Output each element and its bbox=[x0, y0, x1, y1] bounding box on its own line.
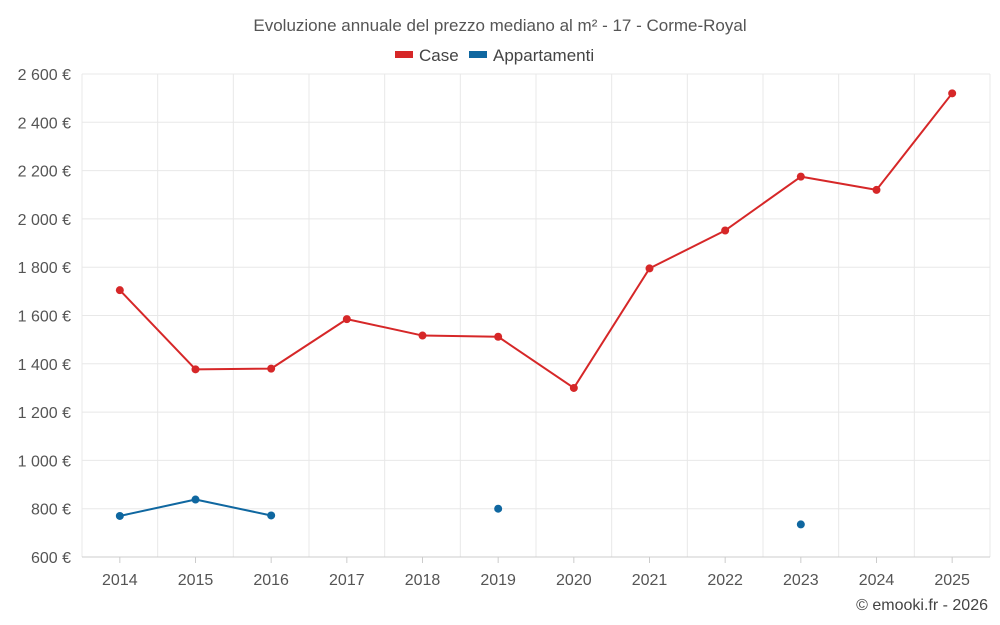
x-tick-label: 2025 bbox=[934, 572, 970, 589]
y-axis-tick-labels: 600 € 800 € 1 000 € 1 200 € 1 400 € 1 600 € 1 … bbox=[18, 67, 71, 567]
legend: Case Appartamenti bbox=[395, 46, 594, 65]
series-appartamenti bbox=[115, 495, 805, 529]
data-point-appartamenti-2015[interactable] bbox=[191, 495, 200, 504]
x-tick-label: 2017 bbox=[329, 572, 365, 589]
y-tick-label: 1 400 € bbox=[18, 357, 71, 374]
data-point-appartamenti-2019[interactable] bbox=[494, 504, 503, 513]
x-tick-label: 2014 bbox=[102, 572, 138, 589]
y-tick-label: 1 200 € bbox=[18, 405, 71, 422]
y-tick-label: 2 400 € bbox=[18, 115, 71, 132]
x-tick-label: 2022 bbox=[707, 572, 743, 589]
x-tick-label: 2018 bbox=[405, 572, 441, 589]
legend-swatch-case bbox=[395, 51, 413, 58]
x-tick-label: 2023 bbox=[783, 572, 819, 589]
legend-label-case[interactable]: Case bbox=[419, 46, 459, 65]
series-case bbox=[115, 89, 957, 392]
data-point-case-2018[interactable] bbox=[418, 331, 427, 340]
y-tick-label: 2 200 € bbox=[18, 164, 71, 181]
data-point-case-2019[interactable] bbox=[494, 332, 503, 341]
y-tick-label: 1 800 € bbox=[18, 260, 71, 277]
x-tick-label: 2019 bbox=[480, 572, 516, 589]
y-tick-label: 800 € bbox=[31, 502, 71, 519]
data-point-case-2016[interactable] bbox=[267, 364, 276, 373]
y-tick-label: 1 000 € bbox=[18, 453, 71, 470]
x-axis-tick-labels: 2014 2015 2016 2017 2018 2019 2020 2021 2022 2023… bbox=[102, 557, 970, 589]
x-tick-label: 2020 bbox=[556, 572, 592, 589]
data-point-appartamenti-2016[interactable] bbox=[267, 511, 276, 520]
data-point-case-2024[interactable] bbox=[872, 185, 881, 194]
x-tick-label: 2024 bbox=[859, 572, 895, 589]
legend-label-appartamenti[interactable]: Appartamenti bbox=[493, 46, 594, 65]
data-point-case-2021[interactable] bbox=[645, 264, 654, 273]
data-point-case-2014[interactable] bbox=[115, 286, 124, 295]
data-point-case-2023[interactable] bbox=[796, 172, 805, 181]
data-point-case-2025[interactable] bbox=[948, 89, 957, 98]
x-tick-label: 2015 bbox=[178, 572, 214, 589]
data-point-case-2017[interactable] bbox=[342, 315, 351, 324]
y-tick-label: 2 000 € bbox=[18, 212, 71, 229]
series-line-case bbox=[119, 92, 953, 389]
series-layer bbox=[115, 89, 957, 529]
data-point-appartamenti-2014[interactable] bbox=[115, 511, 124, 520]
data-point-case-2022[interactable] bbox=[721, 226, 730, 235]
data-point-case-2015[interactable] bbox=[191, 365, 200, 374]
y-tick-label: 2 600 € bbox=[18, 67, 71, 84]
x-tick-label: 2016 bbox=[253, 572, 289, 589]
credit-text: © emooki.fr - 2026 bbox=[856, 597, 988, 614]
data-point-case-2020[interactable] bbox=[569, 383, 578, 392]
data-point-appartamenti-2023[interactable] bbox=[796, 520, 805, 529]
chart-title: Evoluzione annuale del prezzo mediano al… bbox=[253, 16, 746, 35]
legend-swatch-appartamenti bbox=[469, 51, 487, 58]
y-tick-label: 1 600 € bbox=[18, 309, 71, 326]
x-tick-label: 2021 bbox=[632, 572, 668, 589]
y-tick-label: 600 € bbox=[31, 550, 71, 567]
